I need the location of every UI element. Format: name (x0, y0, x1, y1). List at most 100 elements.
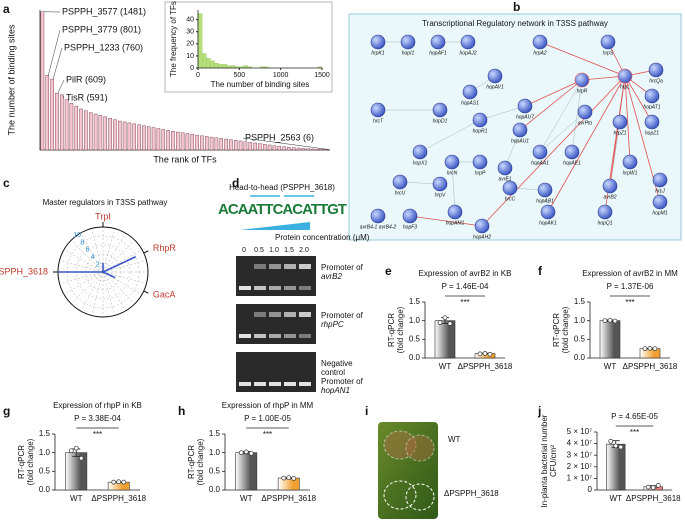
histogram-bar (214, 63, 219, 69)
spoke (71, 271, 104, 304)
category-axis (143, 250, 149, 254)
network-node (430, 34, 446, 50)
x-tick-label: ΔPSPPH_3618 (623, 362, 678, 371)
gel-band (239, 382, 251, 386)
wt-lesion (405, 434, 435, 462)
bar (320, 149, 325, 151)
p-value: P = 1.00E-05 (244, 414, 291, 423)
y-axis-label: RT-qPCR (387, 313, 396, 347)
bar (306, 148, 311, 151)
data-point (618, 444, 624, 450)
network-node (370, 102, 386, 118)
x-tick-label: 500 (233, 72, 245, 79)
bar (69, 103, 74, 151)
network-node (577, 104, 593, 120)
bar (156, 128, 161, 151)
y-tick-label: 1.0 (209, 448, 221, 457)
chart-title: Master regulators in T3SS pathway (43, 198, 168, 207)
y-tick-label: 40 (186, 17, 194, 24)
data-point (248, 451, 254, 456)
panel-label: e (385, 264, 392, 278)
y-axis-label: The number of binding sites (6, 24, 16, 136)
spoke (102, 271, 135, 304)
sig-stars: *** (625, 298, 634, 307)
y-tick-label: 2 × 10⁷ (567, 462, 592, 471)
strain-label: ΔPSPPH_3618 (444, 489, 499, 498)
node-label: hrpP (475, 170, 486, 176)
node-label: hrcN (447, 170, 458, 176)
bar (103, 116, 108, 151)
y-tick-label: 1.5 (39, 429, 51, 438)
node-label: hopF3 (403, 224, 417, 230)
x-tick-label: 0 (196, 72, 200, 79)
node-label: avrE1 (498, 176, 511, 182)
x-tick-label: WT (604, 362, 617, 371)
network-node (537, 182, 553, 198)
category-label: RhpR (153, 243, 177, 253)
bar (137, 124, 141, 151)
bar (316, 148, 320, 151)
annotation-leader (242, 137, 329, 150)
concentration: 1.5 (284, 247, 294, 254)
bar (88, 112, 93, 151)
network-title: Transcriptional Regulatory network in T3… (422, 19, 608, 28)
concentration: 2.0 (299, 247, 309, 254)
network-node (402, 208, 418, 224)
y-tick-label: 1.0 (409, 316, 421, 325)
y-tick-label: 0.0 (574, 353, 586, 362)
gel-label: avrB2 (321, 272, 342, 281)
data-point (447, 321, 453, 327)
network-node (512, 122, 528, 138)
x-tick-label: ΔPSPPH_3618 (91, 494, 146, 503)
r-tick-label: 6 (86, 247, 90, 254)
node-label: hopAB1 (536, 198, 554, 204)
node-label: hrpS (603, 50, 614, 56)
node-label: hrcJ (655, 188, 665, 194)
axis (39, 10, 330, 151)
bar (200, 135, 204, 151)
gel-band (284, 286, 296, 290)
network-edge (539, 111, 586, 153)
mutant-spot (383, 480, 417, 510)
sig-stars: *** (263, 430, 272, 439)
panel-label: d (232, 176, 239, 190)
bar (64, 99, 69, 151)
bar (219, 138, 224, 151)
node-label: hopAK1 (539, 220, 557, 226)
sig-stars: *** (630, 428, 639, 437)
y-axis-label: In-planta bacterial number (540, 414, 549, 507)
shifted-band (284, 312, 296, 317)
r-tick-label: 10 (73, 232, 81, 239)
gel-band (299, 286, 311, 290)
x-tick-label: WT (240, 494, 253, 503)
data-point (291, 476, 297, 481)
node-label: hopAH2 (473, 234, 491, 240)
node-label: hopR1 (473, 128, 488, 134)
node-label: hopAT1 (643, 104, 660, 110)
bar (243, 141, 248, 151)
chart-title: Expression of avrB2 in KB (419, 269, 512, 278)
y-tick-label: 1.5 (409, 297, 421, 306)
y-axis-label: RT-qPCR (552, 313, 561, 347)
annotation: PSPPH_3779 (801) (62, 24, 141, 34)
y-tick-label: 0.0 (209, 485, 221, 494)
network-node (532, 144, 548, 160)
bar (122, 121, 127, 151)
concentration: 1.0 (269, 247, 279, 254)
spoke (102, 271, 126, 312)
histogram-bar (218, 64, 223, 69)
bar (185, 133, 190, 151)
y-axis-label: The frequency of TFs (169, 1, 178, 77)
bar (171, 131, 175, 151)
bar (272, 145, 277, 151)
y-tick-label: 0.0 (39, 485, 51, 494)
y-tick-label: 0.0 (409, 353, 421, 362)
data-point (612, 318, 618, 324)
data-point (286, 475, 292, 481)
bar (209, 136, 214, 151)
network-node (444, 154, 460, 170)
network-node (564, 144, 580, 160)
gel-band (254, 382, 266, 386)
network-node (644, 88, 660, 104)
